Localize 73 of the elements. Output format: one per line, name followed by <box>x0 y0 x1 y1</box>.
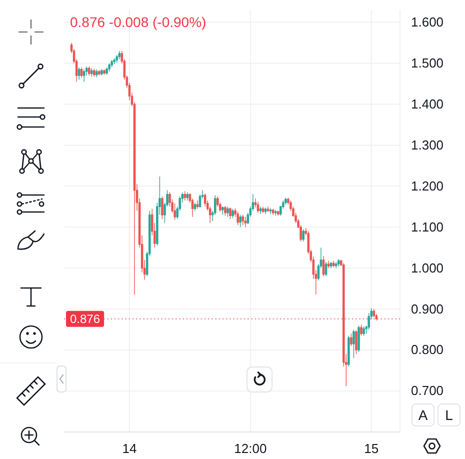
candlestick <box>259 206 262 214</box>
candlestick <box>103 69 106 76</box>
candlestick <box>239 214 242 228</box>
y-tick-label: 1.400 <box>411 96 444 112</box>
candlestick <box>93 68 96 77</box>
candlestick <box>216 196 219 208</box>
candlestick <box>229 207 232 220</box>
candlestick <box>106 67 108 76</box>
candlestick <box>348 335 350 367</box>
candlestick <box>108 62 110 72</box>
y-tick-label: 1.100 <box>411 219 444 234</box>
y-tick-label: 1.600 <box>411 14 444 30</box>
y-tick-label: 0.700 <box>411 383 444 398</box>
candlestick <box>274 210 277 216</box>
candlestick <box>80 67 83 78</box>
candlestick <box>327 260 330 268</box>
candlestick <box>110 60 113 68</box>
candlestick <box>266 206 270 212</box>
candlestick <box>352 329 355 359</box>
candlestick <box>276 210 280 216</box>
candlestick <box>196 200 199 210</box>
candlestick <box>236 211 239 226</box>
text: A <box>418 407 428 424</box>
candlestick <box>372 308 376 318</box>
candlestick <box>269 208 272 214</box>
chart-subtitle: 0.876 -0.008 (-0.90%) <box>70 14 206 30</box>
candlestick <box>242 214 244 226</box>
candlestick <box>368 312 370 330</box>
candlestick <box>226 206 229 218</box>
candlestick <box>264 207 267 214</box>
candlestick <box>186 192 189 201</box>
candlestick <box>284 197 287 205</box>
candlestick <box>96 69 98 78</box>
candlestick <box>78 67 80 80</box>
x-tick-label: 12:00 <box>234 441 267 456</box>
candlestick <box>222 206 224 216</box>
candlestick <box>332 260 335 268</box>
candlestick <box>244 216 246 228</box>
candlestick <box>362 326 365 336</box>
candlestick <box>224 205 226 216</box>
candlestick <box>194 202 196 212</box>
candlestick <box>302 228 304 242</box>
candlestick <box>334 262 338 268</box>
candlestick <box>350 333 352 346</box>
candlestick <box>262 206 264 214</box>
x-tick-label: 15 <box>364 441 379 456</box>
candlestick <box>232 208 234 218</box>
candlestick <box>355 330 358 355</box>
candlestick <box>174 203 176 220</box>
candlestick <box>90 68 93 77</box>
ref-line-label: 0.876 <box>70 312 100 326</box>
candlestick <box>116 54 118 63</box>
candlestick <box>256 201 260 214</box>
candlestick <box>272 208 274 216</box>
candlestick <box>184 190 186 201</box>
y-tick-label: 1.000 <box>411 260 444 276</box>
candlestick <box>358 325 360 352</box>
candlestick <box>360 324 362 336</box>
y-tick-label: 0.900 <box>411 301 444 316</box>
y-tick-label: 1.200 <box>411 178 444 194</box>
candlestick <box>82 69 86 82</box>
candlestick <box>98 69 100 76</box>
y-tick-label: 1.500 <box>411 55 444 70</box>
y-tick-label: 0.800 <box>411 342 444 358</box>
candlestick <box>118 50 121 60</box>
y-tick-label: 1.300 <box>411 137 444 152</box>
candlestick <box>330 262 332 268</box>
candlestick <box>88 66 90 76</box>
candlestick <box>113 58 116 64</box>
text: L <box>445 407 454 424</box>
x-tick-label: 14 <box>122 441 137 456</box>
candlestick <box>100 68 103 76</box>
candlestick <box>161 196 164 220</box>
